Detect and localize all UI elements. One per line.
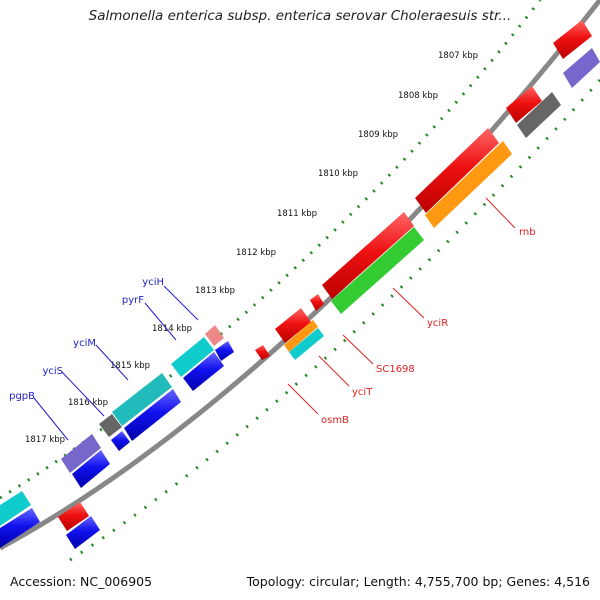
gene-label[interactable]: SC1698 bbox=[376, 364, 415, 375]
gene-leader-line bbox=[392, 287, 425, 319]
feature-green[interactable] bbox=[331, 227, 424, 314]
feature-gray[interactable] bbox=[517, 92, 561, 138]
tick-label: 1811 kbp bbox=[277, 209, 317, 219]
gene-leader-line bbox=[318, 355, 350, 387]
inner-tick-track bbox=[69, 79, 600, 562]
gene-label[interactable]: rnb bbox=[519, 227, 536, 238]
gene-label[interactable]: osmB bbox=[321, 415, 349, 426]
feature-blue[interactable] bbox=[66, 516, 100, 549]
feature-cyan[interactable] bbox=[171, 337, 214, 377]
feature-red[interactable] bbox=[255, 345, 270, 360]
feature-red[interactable] bbox=[553, 20, 592, 59]
feature-red[interactable] bbox=[415, 128, 499, 213]
gene-label[interactable]: yciS bbox=[42, 366, 63, 377]
gene-leader-line bbox=[485, 197, 516, 229]
tick-label: 1812 kbp bbox=[236, 248, 276, 258]
tick-label: 1808 kbp bbox=[398, 91, 438, 101]
tick-label: 1816 kbp bbox=[68, 398, 108, 408]
tick-label: 1813 kbp bbox=[195, 286, 235, 296]
feature-blue[interactable] bbox=[72, 450, 110, 488]
outer-strand-features bbox=[0, 20, 600, 549]
feature-purple[interactable] bbox=[61, 434, 101, 473]
feature-blue[interactable] bbox=[0, 508, 40, 548]
feature-orange[interactable] bbox=[284, 320, 318, 352]
gene-label[interactable]: pyrF bbox=[122, 295, 144, 306]
gene-leader-line bbox=[95, 344, 129, 381]
tick-label: 1809 kbp bbox=[358, 130, 398, 140]
genome-stats: Topology: circular; Length: 4,755,700 bp… bbox=[246, 574, 590, 589]
tick-label: 1817 kbp bbox=[25, 435, 65, 445]
feature-orange[interactable] bbox=[425, 141, 512, 228]
gene-leader-line bbox=[33, 397, 69, 441]
feature-blue[interactable] bbox=[215, 341, 234, 361]
feature-blue[interactable] bbox=[124, 389, 181, 441]
accession-label: Accession: NC_006905 bbox=[10, 574, 153, 589]
feature-blue[interactable] bbox=[111, 431, 130, 451]
feature-red[interactable] bbox=[275, 308, 311, 343]
gene-leader-line bbox=[61, 371, 105, 417]
gene-leader-line bbox=[163, 285, 199, 321]
feature-purple[interactable] bbox=[563, 48, 600, 88]
feature-pink[interactable] bbox=[205, 325, 224, 346]
tick-labels: 1807 kbp 1808 kbp 1809 kbp 1810 kbp 1811 kbp… bbox=[25, 51, 478, 445]
tick-label: 1815 kbp bbox=[110, 361, 150, 371]
feature-red[interactable] bbox=[322, 212, 414, 299]
gene-label[interactable]: yciM bbox=[73, 338, 96, 349]
map-title: Salmonella enterica subsp. enterica sero… bbox=[88, 8, 512, 24]
gene-leader-line bbox=[287, 383, 319, 415]
feature-cyan[interactable] bbox=[0, 491, 31, 526]
gene-label[interactable]: yciT bbox=[352, 387, 373, 398]
tick-label: 1810 kbp bbox=[318, 169, 358, 179]
feature-blue[interactable] bbox=[183, 352, 224, 391]
feature-red[interactable] bbox=[310, 294, 324, 311]
feature-teal[interactable] bbox=[112, 373, 172, 426]
feature-cyan[interactable] bbox=[289, 328, 324, 360]
gene-label[interactable]: yciH bbox=[142, 277, 164, 288]
tick-label: 1807 kbp bbox=[438, 51, 478, 61]
gene-labels: rnb yciR SC1698 yciT osmB yciH pyrF yciM yciS pgp… bbox=[9, 197, 536, 441]
gene-label[interactable]: pgpB bbox=[9, 391, 35, 402]
gene-leader-line bbox=[342, 334, 374, 365]
feature-gray[interactable] bbox=[99, 414, 122, 437]
feature-red[interactable] bbox=[58, 502, 89, 531]
feature-red[interactable] bbox=[506, 86, 542, 123]
tick-label: 1814 kbp bbox=[152, 324, 192, 334]
gene-label[interactable]: yciR bbox=[427, 318, 448, 329]
gene-leader-line bbox=[144, 302, 177, 341]
